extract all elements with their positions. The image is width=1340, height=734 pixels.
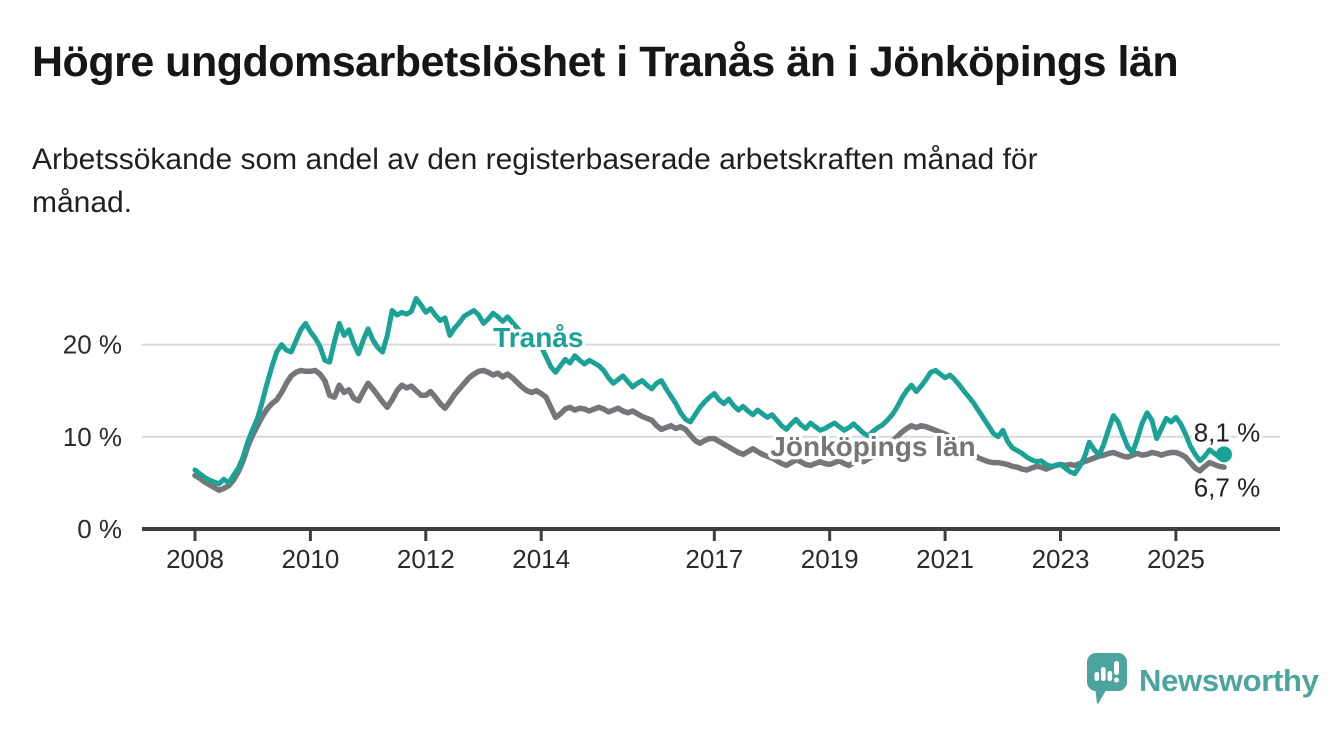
end-value-label-jonkopings-lan: 6,7 %	[1193, 472, 1261, 503]
x-axis-label: 2025	[1147, 544, 1205, 574]
subtitle-line-1: Arbetssökande som andel av den registerb…	[32, 143, 1038, 176]
chart-subtitle: Arbetssökande som andel av den registerb…	[32, 138, 1262, 224]
x-axis-label: 2021	[916, 544, 974, 574]
x-axis-label: 2008	[166, 544, 224, 574]
x-axis-label: 2012	[397, 544, 455, 574]
x-axis-label: 2014	[512, 544, 570, 574]
end-value-label-tranas: 8,1 %	[1193, 417, 1261, 448]
series-endpoint-dot	[1215, 446, 1232, 463]
x-axis-label: 2017	[685, 544, 743, 574]
x-axis-label: 2010	[281, 544, 339, 574]
series-label-tranas: Tranås	[493, 322, 584, 354]
newsworthy-bubble-chart-icon	[1086, 652, 1128, 709]
x-axis-label: 2019	[801, 544, 859, 574]
subtitle-line-2: månad.	[32, 186, 133, 219]
y-axis-label: 0 %	[77, 514, 122, 544]
series-label-jonkopings-lan: Jönköpings län	[770, 430, 976, 462]
y-axis-label: 20 %	[63, 330, 122, 360]
page-title: Högre ungdomsarbetslöshet i Tranås än i …	[32, 38, 1179, 86]
newsworthy-logo-text: Newsworthy	[1139, 662, 1319, 698]
line-series-tranas	[192, 296, 1227, 487]
y-axis-label: 10 %	[63, 422, 122, 452]
x-axis-label: 2023	[1032, 544, 1090, 574]
newsworthy-logo[interactable]: Newsworthy	[1086, 652, 1319, 709]
